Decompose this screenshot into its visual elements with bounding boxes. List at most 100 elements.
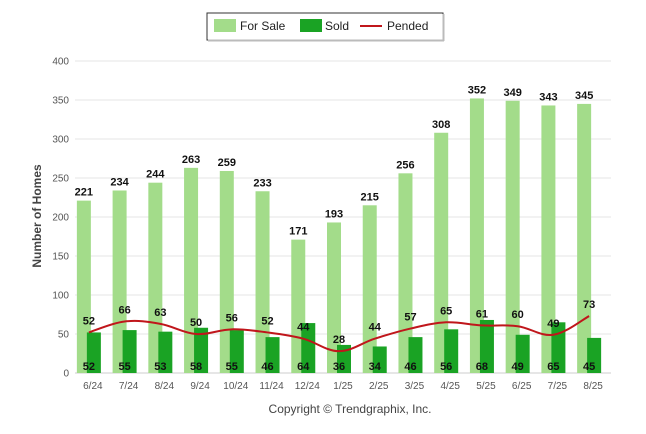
- data-label-for-sale: 352: [468, 84, 486, 96]
- x-tick-label: 4/25: [440, 381, 460, 392]
- data-label-sold: 55: [118, 361, 130, 373]
- bar-for-sale: [505, 100, 520, 373]
- legend: For Sale Sold Pended: [206, 12, 445, 42]
- data-label-sold: 58: [190, 361, 202, 373]
- bar-sold: [408, 337, 423, 373]
- x-tick-label: 6/24: [83, 381, 103, 392]
- bar-for-sale: [327, 222, 341, 373]
- x-tick-label: 11/24: [259, 381, 284, 392]
- data-label-pended: 65: [440, 305, 452, 317]
- data-label-sold: 53: [154, 361, 166, 373]
- bar-sold: [194, 327, 209, 373]
- legend-label-pended: Pended: [387, 19, 428, 33]
- bar-sold: [372, 346, 387, 373]
- data-label-for-sale: 221: [75, 187, 93, 199]
- data-label-sold: 68: [476, 361, 488, 373]
- data-label-for-sale: 349: [503, 87, 521, 99]
- data-label-sold: 65: [547, 361, 559, 373]
- x-tick-label: 12/24: [295, 381, 320, 392]
- bar-sold: [229, 330, 244, 373]
- data-label-for-sale: 244: [146, 169, 165, 181]
- data-label-pended: 66: [118, 305, 130, 317]
- y-tick-label: 350: [52, 96, 69, 107]
- x-tick-label: 10/24: [223, 381, 248, 392]
- data-label-sold: 64: [297, 361, 310, 373]
- legend-label-sold: Sold: [325, 19, 349, 33]
- bar-for-sale: [148, 182, 163, 373]
- data-label-sold: 36: [333, 361, 345, 373]
- bar-sold: [86, 332, 101, 373]
- bar-for-sale: [219, 170, 234, 373]
- bar-sold: [479, 319, 494, 373]
- y-tick-label: 250: [52, 174, 69, 185]
- data-label-sold: 46: [261, 361, 273, 373]
- bars: [76, 98, 602, 374]
- bar-for-sale: [112, 190, 127, 373]
- bar-sold: [515, 334, 530, 373]
- data-labels: 221 52 234 55 244 53 263 58 259 55 233 46 171 64 193 36…: [75, 84, 596, 373]
- x-axis: 6/24 7/24 8/24 9/24 10/24 11/24 12/24 1/25 2/25 3…: [83, 381, 603, 392]
- data-label-pended: 57: [404, 312, 416, 324]
- bar-sold: [158, 331, 173, 373]
- data-label-pended: 52: [261, 315, 273, 327]
- y-tick-label: 100: [52, 291, 69, 302]
- bar-sold: [444, 329, 459, 373]
- data-label-pended: 44: [369, 322, 382, 334]
- legend-label-for-sale: For Sale: [240, 19, 286, 33]
- y-tick-label: 50: [58, 330, 70, 341]
- data-label-pended: 60: [512, 309, 524, 321]
- y-tick-label: 200: [52, 213, 69, 224]
- data-label-for-sale: 308: [432, 119, 450, 131]
- data-label-pended: 56: [226, 312, 238, 324]
- bar-for-sale: [362, 205, 377, 373]
- data-label-for-sale: 345: [575, 90, 593, 102]
- data-label-for-sale: 215: [361, 191, 379, 203]
- y-tick-label: 150: [52, 252, 69, 263]
- copyright-text: Copyright © Trendgraphix, Inc.: [269, 402, 432, 416]
- x-tick-label: 8/24: [155, 381, 175, 392]
- data-label-pended: 28: [333, 334, 345, 346]
- data-label-sold: 55: [226, 361, 238, 373]
- data-label-for-sale: 263: [182, 154, 200, 166]
- y-axis: 0 50 100 150 200 250 300 350 400: [52, 57, 69, 380]
- x-tick-label: 3/25: [405, 381, 425, 392]
- bar-for-sale: [255, 191, 270, 373]
- y-tick-label: 300: [52, 135, 69, 146]
- x-tick-label: 5/25: [476, 381, 496, 392]
- x-tick-label: 6/25: [512, 381, 532, 392]
- bar-for-sale: [577, 103, 592, 374]
- data-label-for-sale: 259: [218, 157, 236, 169]
- data-label-sold: 56: [440, 361, 452, 373]
- bar-for-sale: [398, 173, 413, 373]
- bar-for-sale: [469, 98, 484, 373]
- bar-sold: [587, 337, 602, 373]
- data-label-for-sale: 343: [539, 91, 557, 103]
- legend-swatch-for-sale: [214, 19, 236, 32]
- data-label-pended: 61: [476, 308, 488, 320]
- x-tick-label: 1/25: [333, 381, 353, 392]
- legend-swatch-sold: [300, 19, 322, 32]
- data-label-sold: 49: [512, 361, 524, 373]
- pended-line-group: [88, 315, 590, 353]
- data-label-for-sale: 234: [110, 176, 129, 188]
- x-tick-label: 2/25: [369, 381, 389, 392]
- bar-for-sale: [184, 167, 199, 373]
- y-axis-label: Number of Homes: [30, 164, 44, 268]
- data-label-sold: 34: [369, 361, 382, 373]
- x-tick-label: 7/24: [119, 381, 139, 392]
- data-label-pended: 50: [190, 317, 202, 329]
- bar-sold: [301, 323, 316, 373]
- bar-for-sale: [541, 105, 556, 374]
- bar-sold: [265, 337, 280, 373]
- y-tick-label: 0: [63, 369, 69, 380]
- x-tick-label: 7/25: [548, 381, 568, 392]
- bar-for-sale: [76, 200, 91, 373]
- data-label-sold: 46: [404, 361, 416, 373]
- x-tick-label: 9/24: [190, 381, 210, 392]
- bar-sold: [122, 330, 137, 373]
- bar-for-sale: [434, 132, 449, 373]
- data-label-for-sale: 193: [325, 208, 343, 220]
- data-label-sold: 52: [83, 361, 95, 373]
- legend-box: [206, 12, 444, 41]
